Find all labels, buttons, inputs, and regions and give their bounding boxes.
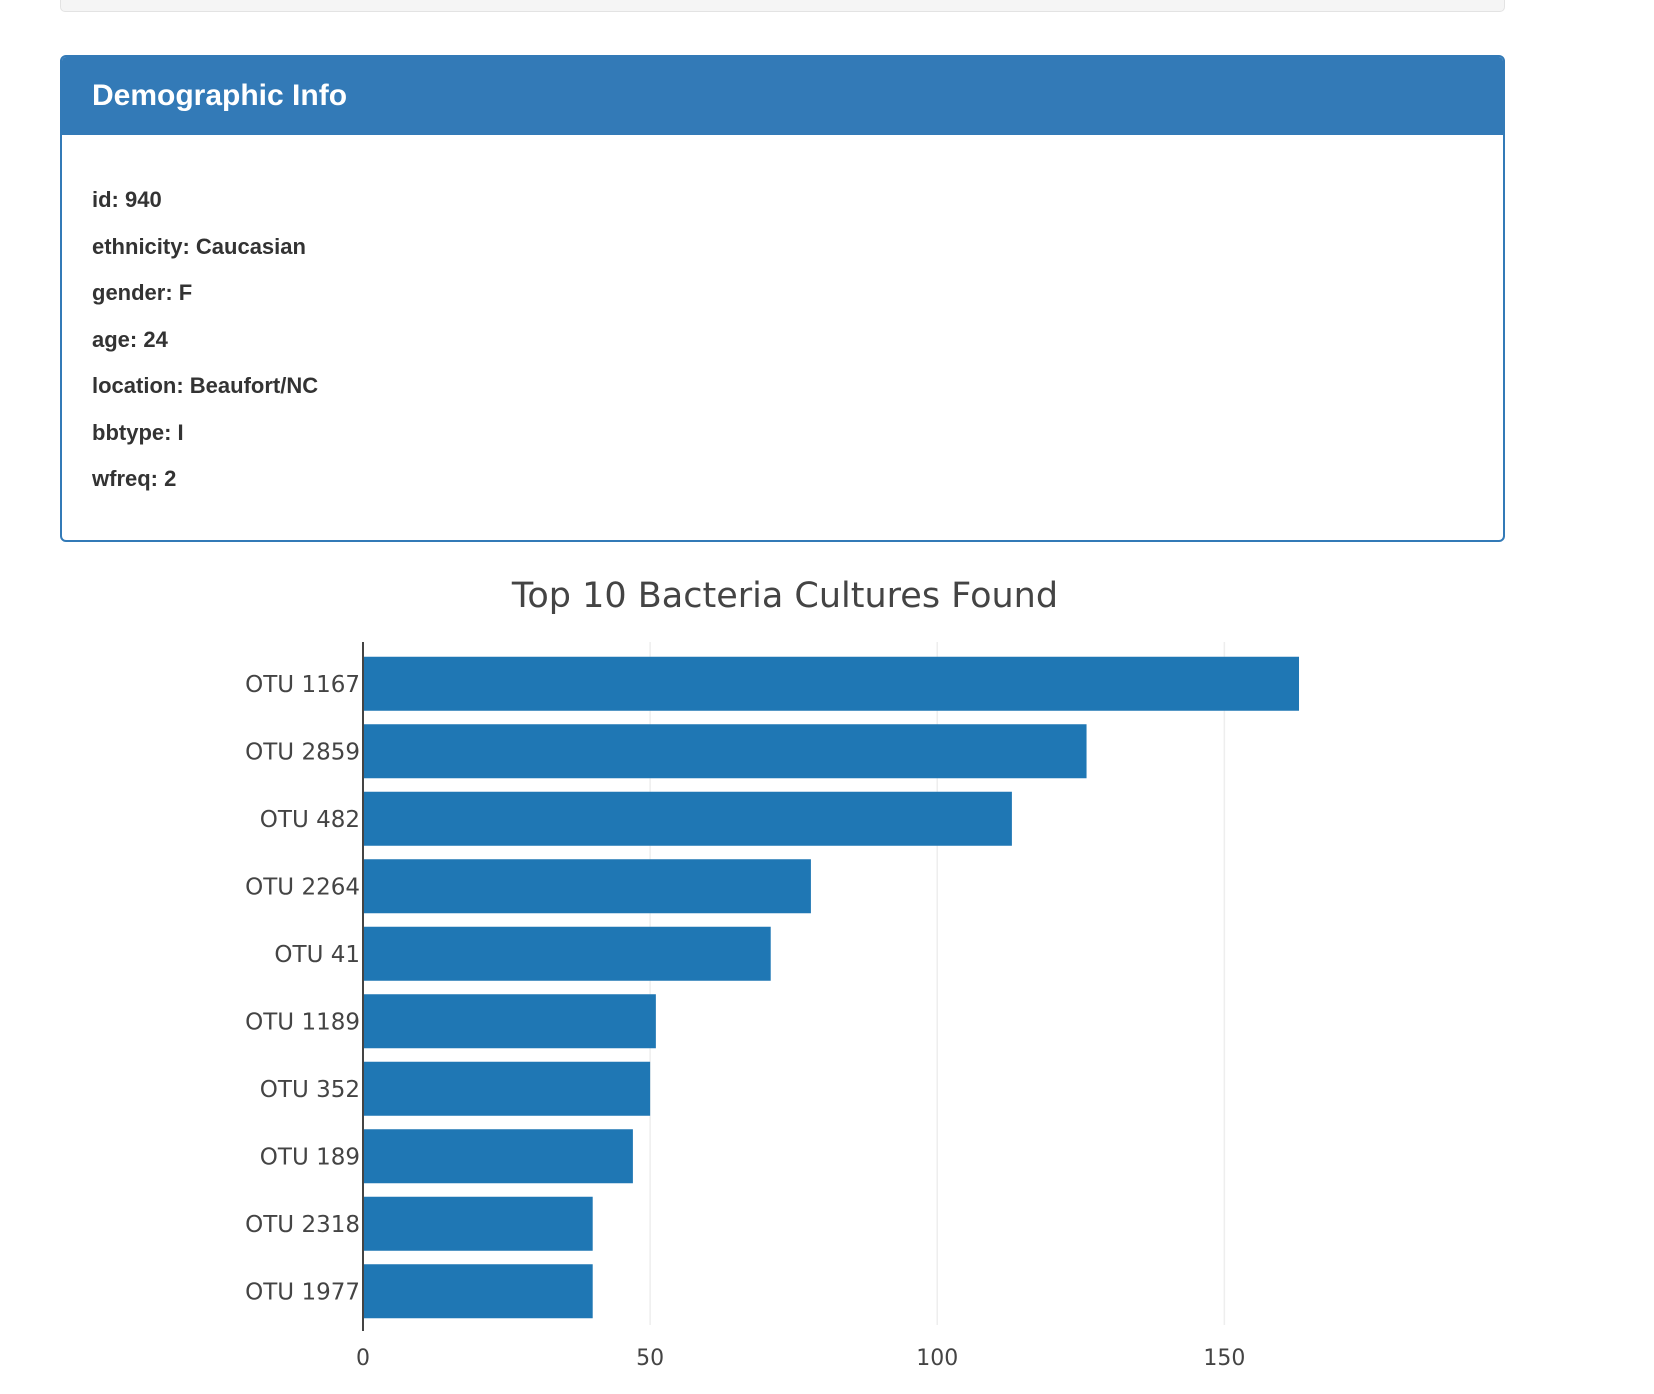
info-location: location: Beaufort/NC <box>92 373 319 398</box>
bar-chart: Top 10 Bacteria Cultures Found OTU 1167O… <box>245 576 1300 1371</box>
bar[interactable] <box>363 791 1012 846</box>
y-tick-label: OTU 1977 <box>245 1279 360 1305</box>
y-tick-label: OTU 2859 <box>245 739 360 765</box>
panel-heading: Demographic Info <box>62 57 1503 135</box>
sample-metadata: id: 940 ethnicity: Caucasian gender: F a… <box>62 135 1503 503</box>
bar[interactable] <box>363 859 811 914</box>
top-well <box>60 0 1505 12</box>
bar[interactable] <box>363 656 1300 711</box>
y-tick-label: OTU 1189 <box>245 1009 360 1035</box>
x-tick-label: 150 <box>1203 1346 1245 1371</box>
info-gender: gender: F <box>92 280 193 305</box>
bar-chart-container: Top 10 Bacteria Cultures Found OTU 1167 O… <box>0 560 1654 1380</box>
y-tick-label: OTU 482 <box>260 807 360 833</box>
bar-layer <box>362 642 1300 1331</box>
y-tick-label: OTU 41 <box>274 942 360 968</box>
y-tick-label: OTU 2318 <box>245 1212 360 1238</box>
y-tick-label: OTU 189 <box>260 1144 360 1170</box>
info-bbtype: bbtype: I <box>92 419 184 445</box>
x-tick-label: 0 <box>356 1346 370 1371</box>
bar[interactable] <box>363 994 656 1049</box>
bar[interactable] <box>363 724 1087 779</box>
demographic-panel: Demographic Info id: 940 ethnicity: Cauc… <box>60 55 1505 542</box>
info-ethnicity: ethnicity: Caucasian <box>92 233 306 259</box>
x-tick-labels: 0 50 100 150 <box>356 1346 1245 1371</box>
y-tick-label: OTU 352 <box>260 1077 360 1103</box>
bar[interactable] <box>363 1264 593 1319</box>
x-tick-label: 50 <box>636 1346 664 1371</box>
y-tick-label: OTU 1167 <box>245 672 360 698</box>
info-id: id: 940 <box>92 187 162 212</box>
panel-title: Demographic Info <box>92 79 348 112</box>
bar[interactable] <box>363 1196 593 1251</box>
bar[interactable] <box>363 926 771 981</box>
info-wfreq: wfreq: 2 <box>92 466 177 491</box>
y-tick-labels: OTU 1167 OTU 2859 OTU 482 OTU 2264 OTU 41 OTU… <box>245 672 360 1306</box>
bar[interactable] <box>363 1061 651 1116</box>
chart-title: Top 10 Bacteria Cultures Found <box>511 576 1058 616</box>
bar[interactable] <box>363 1129 633 1184</box>
y-tick-label: OTU 2264 <box>245 874 360 900</box>
info-age: age: 24 <box>92 326 168 352</box>
x-tick-label: 100 <box>916 1346 958 1371</box>
